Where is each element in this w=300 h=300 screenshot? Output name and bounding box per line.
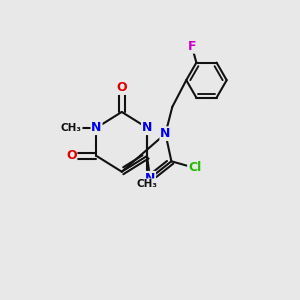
Text: O: O (66, 149, 76, 162)
Text: O: O (116, 81, 127, 94)
Text: CH₃: CH₃ (61, 123, 82, 133)
Text: CH₃: CH₃ (136, 179, 158, 189)
Text: F: F (188, 40, 196, 53)
Text: N: N (160, 127, 171, 140)
Text: N: N (145, 172, 155, 185)
Text: N: N (91, 121, 102, 134)
Text: N: N (142, 121, 152, 134)
Text: Cl: Cl (188, 161, 201, 174)
